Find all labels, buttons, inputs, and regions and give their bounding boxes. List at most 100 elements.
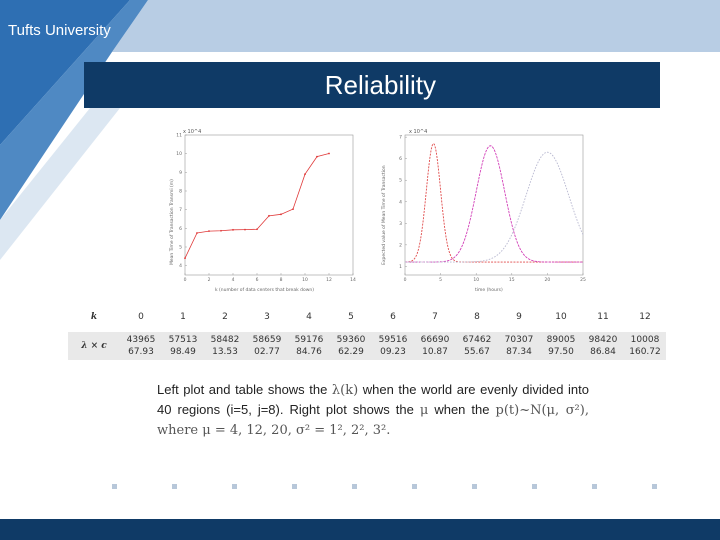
caption-part: into 40 regions (i=5, j=8). Right plot s… — [157, 382, 589, 417]
right-plot: x 10^4 Expected value of Mean Time of Tr… — [375, 125, 590, 295]
right-plot-ytick-label: 2 — [399, 242, 402, 248]
left-plot-ytick-label: 9 — [179, 170, 182, 176]
left-plot-xtick-label: 6 — [256, 277, 259, 283]
table-cell-lambda: 10008 160.72 — [624, 332, 666, 360]
dot — [112, 484, 117, 489]
left-plot-point — [244, 228, 246, 231]
left-plot-exponent: x 10^4 — [183, 129, 201, 135]
dot — [412, 484, 417, 489]
lambda-top: 67462 — [462, 335, 492, 345]
table-cell-lambda: 59176 84.76 — [288, 332, 330, 360]
lambda-bottom: 86.84 — [590, 347, 616, 357]
dot — [172, 484, 177, 489]
lambda-top: 58482 — [210, 335, 240, 345]
decorative-dots — [112, 484, 672, 490]
left-plot-point — [268, 214, 270, 217]
caption-part: Left plot and table shows the — [157, 382, 332, 397]
lambda-bottom: 67.93 — [128, 347, 154, 357]
left-plot: x 10^4 Mean Time of Transaction Transmi … — [165, 125, 363, 295]
lambda-top: 59360 — [336, 335, 366, 345]
right-plot-frame — [404, 134, 584, 276]
table-cell-k: 4 — [288, 302, 330, 332]
lambda-bottom: 62.29 — [338, 347, 364, 357]
lambda-top: 58659 — [252, 335, 282, 345]
lambda-top: 98420 — [588, 335, 618, 345]
left-plot-xtick-label: 10 — [302, 277, 308, 283]
left-plot-xtick-label: 2 — [208, 277, 211, 283]
left-plot-point — [328, 152, 330, 155]
left-plot-ytick-label: 5 — [179, 245, 182, 251]
right-plot-xlabel: time (hours) — [475, 287, 503, 293]
left-plot-point — [184, 257, 186, 260]
left-plot-xtick-label: 8 — [280, 277, 283, 283]
right-plot-xtick-label: 0 — [404, 277, 407, 283]
table-cell-k: 1 — [162, 302, 204, 332]
title-bar: Reliability — [84, 62, 660, 108]
table-cell-k: 9 — [498, 302, 540, 332]
dot — [652, 484, 657, 489]
dot — [292, 484, 297, 489]
left-plot-point — [196, 232, 198, 234]
right-plot-ytick-label: 1 — [399, 264, 402, 270]
dot — [532, 484, 537, 489]
right-plot-xtick-label: 25 — [580, 277, 586, 283]
lambda-bottom: 160.72 — [629, 347, 661, 357]
caption-math-lambda: λ(k) — [331, 383, 359, 398]
caption-part: when the world are evenly divided — [358, 382, 564, 397]
left-plot-point — [208, 230, 210, 233]
caption-math-mu: μ — [419, 403, 429, 418]
left-plot-xtick-label: 12 — [326, 277, 332, 283]
table-cell-lambda: 58659 02.77 — [246, 332, 288, 360]
dot — [592, 484, 597, 489]
lambda-top: 10008 — [630, 335, 660, 345]
left-plot-ytick-label: 8 — [179, 189, 182, 195]
right-plot-xtick-label: 15 — [509, 277, 515, 283]
table-row-lambda: λ × c 43965 67.93 57513 98.49 58482 13.53 5… — [68, 332, 666, 360]
table-cell-k: 3 — [246, 302, 288, 332]
table-cell-lambda: 89005 97.50 — [540, 332, 582, 360]
table-cell-k: 7 — [414, 302, 456, 332]
right-plot-xtick-label: 10 — [473, 277, 479, 283]
table-cell-k: 8 — [456, 302, 498, 332]
left-plot-ytick-label: 7 — [179, 207, 182, 213]
table-cell-lambda: 59360 62.29 — [330, 332, 372, 360]
table-row-k: k 0 1 2 3 4 5 6 7 8 9 10 11 12 — [68, 302, 666, 332]
left-plot-point — [292, 208, 294, 211]
lambda-top: 59516 — [378, 335, 408, 345]
lambda-top: 70307 — [504, 335, 534, 345]
lambda-top: 66690 — [420, 335, 450, 345]
table-cell-lambda: 59516 09.23 — [372, 332, 414, 360]
left-plot-point — [220, 229, 222, 232]
footer-bar — [0, 519, 720, 540]
table-cell-k: 11 — [582, 302, 624, 332]
table-cell-lambda: 43965 67.93 — [120, 332, 162, 360]
right-plot-ytick-label: 7 — [399, 135, 402, 141]
dot — [352, 484, 357, 489]
caption-math-distribution: p(t)~N(μ, σ²), where μ = 4, 12, 20, σ² =… — [157, 403, 589, 438]
left-plot-point — [280, 213, 282, 216]
right-plot-ytick-label: 3 — [399, 221, 402, 227]
left-plot-ytick-label: 4 — [179, 263, 182, 269]
left-plot-frame — [184, 134, 354, 276]
table-header-lambda: λ × c — [68, 332, 120, 360]
table-cell-k: 5 — [330, 302, 372, 332]
lambda-top: 43965 — [126, 335, 156, 345]
lambda-top: 89005 — [546, 335, 576, 345]
left-plot-point — [232, 228, 234, 231]
right-plot-ytick-label: 5 — [399, 178, 402, 184]
right-plot-ylabel: Expected value of Mean Time of Transacti… — [381, 165, 387, 265]
table-cell-lambda: 70307 87.34 — [498, 332, 540, 360]
left-plot-point — [256, 228, 258, 231]
left-plot-point — [304, 173, 306, 176]
reliability-table: k 0 1 2 3 4 5 6 7 8 9 10 11 12 λ × c 439… — [68, 302, 666, 360]
right-plot-ytick-label: 4 — [399, 199, 402, 205]
right-plot-exponent: x 10^4 — [409, 129, 427, 135]
table-cell-k: 10 — [540, 302, 582, 332]
table-cell-lambda: 98420 86.84 — [582, 332, 624, 360]
table-header-k: k — [68, 302, 120, 332]
table-cell-lambda: 58482 13.53 — [204, 332, 246, 360]
table-cell-k: 12 — [624, 302, 666, 332]
left-plot-ylabel: Mean Time of Transaction Transmi (m) — [169, 179, 175, 265]
lambda-bottom: 09.23 — [380, 347, 406, 357]
